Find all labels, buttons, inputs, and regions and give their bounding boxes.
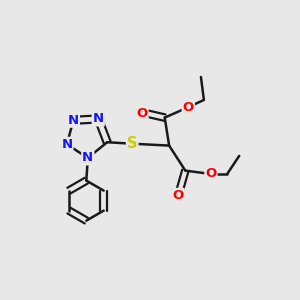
Text: N: N — [82, 152, 93, 164]
Text: N: N — [68, 114, 79, 127]
Text: N: N — [93, 112, 104, 125]
Text: S: S — [127, 136, 137, 151]
Text: O: O — [136, 107, 148, 120]
Text: O: O — [205, 167, 217, 180]
Text: O: O — [172, 189, 184, 202]
Text: N: N — [61, 138, 73, 151]
Text: O: O — [183, 101, 194, 114]
